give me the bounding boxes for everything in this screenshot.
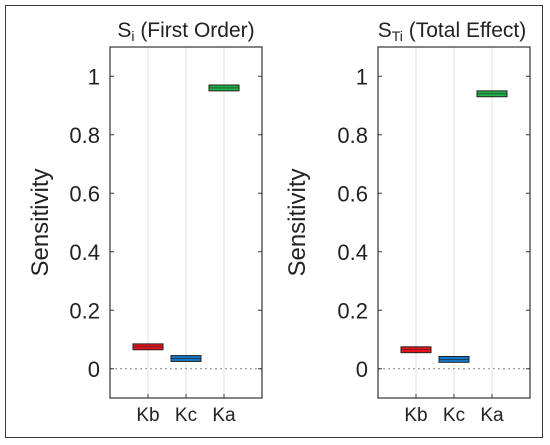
y-tick-label: 0.6 (337, 181, 368, 206)
x-tick-label: Kc (443, 405, 465, 426)
y-tick-label: 0.8 (69, 123, 100, 148)
chart-title: STi (Total Effect) (378, 19, 527, 44)
chart-panel-1: 0 0.2 0.4 0.6 0.8 1 Kb Kc Ka Si (First Order) Sens… (27, 19, 263, 426)
x-tick-label: Kb (136, 405, 159, 426)
y-tick-label: 0 (356, 357, 368, 382)
chart-title: Si (First Order) (117, 19, 254, 44)
y-tick-label: 1 (356, 64, 368, 89)
x-tick-label: Kb (404, 405, 427, 426)
y-axis-label: Sensitivity (27, 168, 54, 276)
x-tick-label: Kc (175, 405, 197, 426)
x-tick-label: Ka (480, 405, 504, 426)
y-tick-label: 1 (88, 64, 100, 89)
figure-frame (5, 5, 543, 438)
x-tick-label: Ka (212, 405, 236, 426)
y-tick-label: 0.4 (69, 240, 100, 265)
y-tick-label: 0.2 (69, 298, 100, 323)
y-tick-label: 0.2 (337, 298, 368, 323)
y-tick-label: 0.4 (337, 240, 368, 265)
y-tick-label: 0.8 (337, 123, 368, 148)
y-axis-label: Sensitivity (284, 168, 311, 276)
chart-panel-2: 0 0.2 0.4 0.6 0.8 1 Kb Kc Ka STi (Total Effect) Se… (284, 19, 531, 426)
y-tick-label: 0.6 (69, 181, 100, 206)
y-tick-label: 0 (88, 357, 100, 382)
